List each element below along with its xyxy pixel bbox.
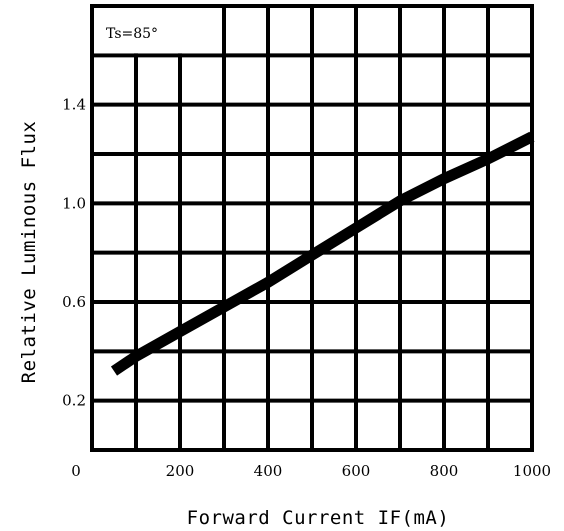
y-tick-label: 1.4 — [62, 96, 86, 114]
x-tick-label: 0 — [71, 462, 81, 480]
x-axis-label: Forward Current IF(mA) — [187, 507, 450, 529]
annotation-box — [94, 8, 222, 54]
x-tick-label: 800 — [430, 462, 459, 480]
x-tick-label: 200 — [166, 462, 195, 480]
x-tick-labels: 0 200 400 600 800 1000 — [71, 462, 551, 480]
plot-frame — [90, 4, 534, 452]
y-axis-label: Relative Luminous Flux — [18, 121, 40, 384]
y-tick-label: 0.2 — [62, 392, 86, 410]
series-line — [110, 131, 535, 376]
y-tick-labels: 0.2 0.6 1.0 1.4 — [62, 96, 86, 410]
annotation-label: Ts=85° — [106, 26, 158, 42]
x-tick-label: 1000 — [513, 462, 551, 480]
x-tick-label: 600 — [342, 462, 371, 480]
x-tick-label: 400 — [254, 462, 283, 480]
vertical-grid-lines — [134, 6, 490, 450]
y-tick-label: 1.0 — [62, 194, 86, 212]
y-tick-label: 0.6 — [62, 293, 86, 311]
